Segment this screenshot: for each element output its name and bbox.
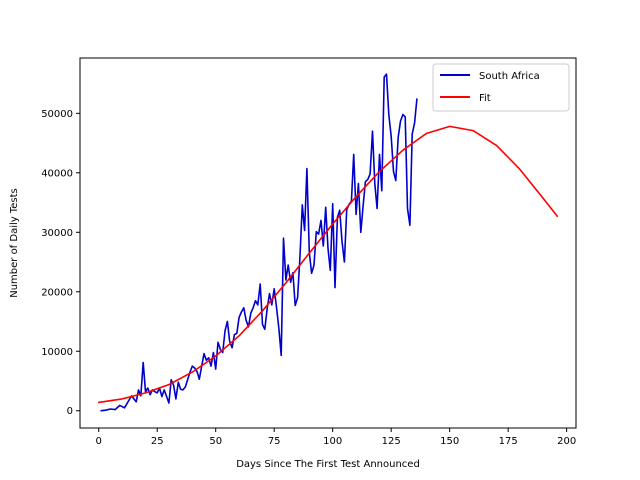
x-axis-label: Days Since The First Test Announced bbox=[236, 459, 420, 470]
x-tick-label: 175 bbox=[499, 436, 518, 447]
series-line-fit bbox=[97, 125, 559, 404]
x-tick-label: 25 bbox=[151, 436, 164, 447]
y-tick-label: 40000 bbox=[41, 168, 73, 179]
y-tick-label: 20000 bbox=[41, 287, 73, 298]
series-line-south-africa bbox=[100, 73, 418, 412]
plot-frame bbox=[79, 57, 577, 429]
x-tick-label: 100 bbox=[323, 436, 342, 447]
series-layer bbox=[97, 73, 559, 412]
x-tick-label: 75 bbox=[268, 436, 281, 447]
legend-label-south-africa: South Africa bbox=[479, 71, 540, 82]
x-axis-ticks: 0 25 50 75 100 125 150 175 200 bbox=[96, 428, 576, 447]
x-tick-label: 150 bbox=[440, 436, 459, 447]
legend: South Africa Fit bbox=[432, 63, 570, 112]
x-tick-label: 50 bbox=[209, 436, 222, 447]
y-axis-ticks: 0 10000 20000 30000 40000 50000 bbox=[41, 109, 80, 417]
y-tick-label: 10000 bbox=[41, 347, 73, 358]
x-tick-label: 200 bbox=[557, 436, 576, 447]
y-tick-label: 50000 bbox=[41, 109, 73, 120]
x-tick-label: 0 bbox=[96, 436, 102, 447]
y-tick-label: 0 bbox=[67, 406, 73, 417]
x-tick-label: 125 bbox=[382, 436, 401, 447]
y-tick-label: 30000 bbox=[41, 228, 73, 239]
y-axis-label: Number of Daily Tests bbox=[9, 188, 20, 298]
legend-label-fit: Fit bbox=[479, 93, 491, 104]
